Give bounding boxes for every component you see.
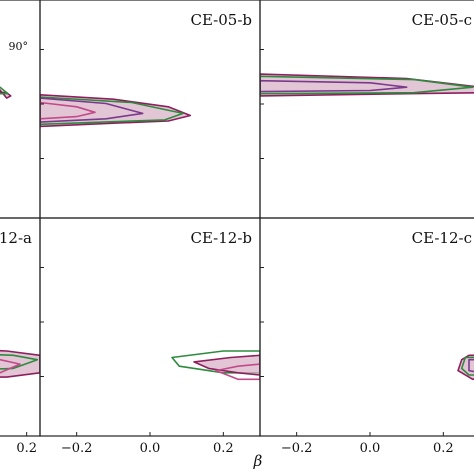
contour-CE-05-b-0	[40, 94, 192, 128]
x-tick-label: 0.0	[140, 441, 161, 456]
panel-title: 12-a	[0, 229, 32, 247]
contour-CE-05-b-2	[40, 97, 144, 123]
panel-frame	[259, 217, 474, 437]
panel-title: CE-12-c	[412, 229, 472, 247]
panel-title: CE-05-c	[412, 11, 472, 29]
contour-CE-12-c-1	[460, 356, 474, 376]
panel-grid: 90° CE-05-b CE-05-c 12-a 0.2 CE-12-b −0.2 0.0 0.…	[0, 0, 474, 456]
contour-CE-05-c-1	[260, 75, 474, 95]
panel-CE-12-a	[0, 349, 40, 378]
panel-CE-05-a	[0, 86, 12, 99]
x-tick-label: 0.2	[213, 441, 234, 456]
panel-CE-05-c	[260, 73, 474, 97]
contour-CE-12-b-0	[171, 350, 260, 374]
panel-frame	[0, 0, 41, 219]
contour-CE-12-a-0	[0, 349, 40, 378]
panel-title: CE-12-b	[190, 229, 252, 247]
panel-CE-12-b	[171, 350, 260, 381]
contour-CE-05-b-1	[40, 96, 184, 126]
panel-annotation: 90°	[9, 40, 29, 53]
contour-CE-12-c-2	[468, 358, 474, 373]
contour-CE-05-a-1	[0, 86, 9, 95]
x-axis-label: β	[253, 452, 263, 470]
contour-CE-12-b-1	[193, 354, 260, 376]
panel-CE-12-c	[457, 354, 474, 381]
x-tick-label: −0.2	[61, 441, 93, 456]
panel-title: CE-05-b	[190, 11, 252, 29]
contour-CE-12-a-2	[0, 358, 21, 374]
panel-CE-05-b	[40, 94, 192, 128]
panel-frame	[259, 0, 474, 219]
x-tick-label: 0.2	[433, 441, 454, 456]
contour-CE-05-c-2	[260, 79, 408, 93]
x-tick-label: −0.2	[281, 441, 313, 456]
contour-CE-12-c-0	[457, 354, 474, 381]
contour-CE-12-a-1	[0, 353, 39, 370]
contour-CE-05-b-3	[40, 101, 96, 120]
x-tick-label: 0.0	[360, 441, 381, 456]
panel-frame	[39, 217, 261, 437]
panel-frame	[0, 217, 41, 437]
contour-CE-12-b-2	[215, 363, 260, 381]
contour-CE-05-a-0	[0, 88, 12, 99]
x-tick-label: 0.2	[16, 441, 37, 456]
